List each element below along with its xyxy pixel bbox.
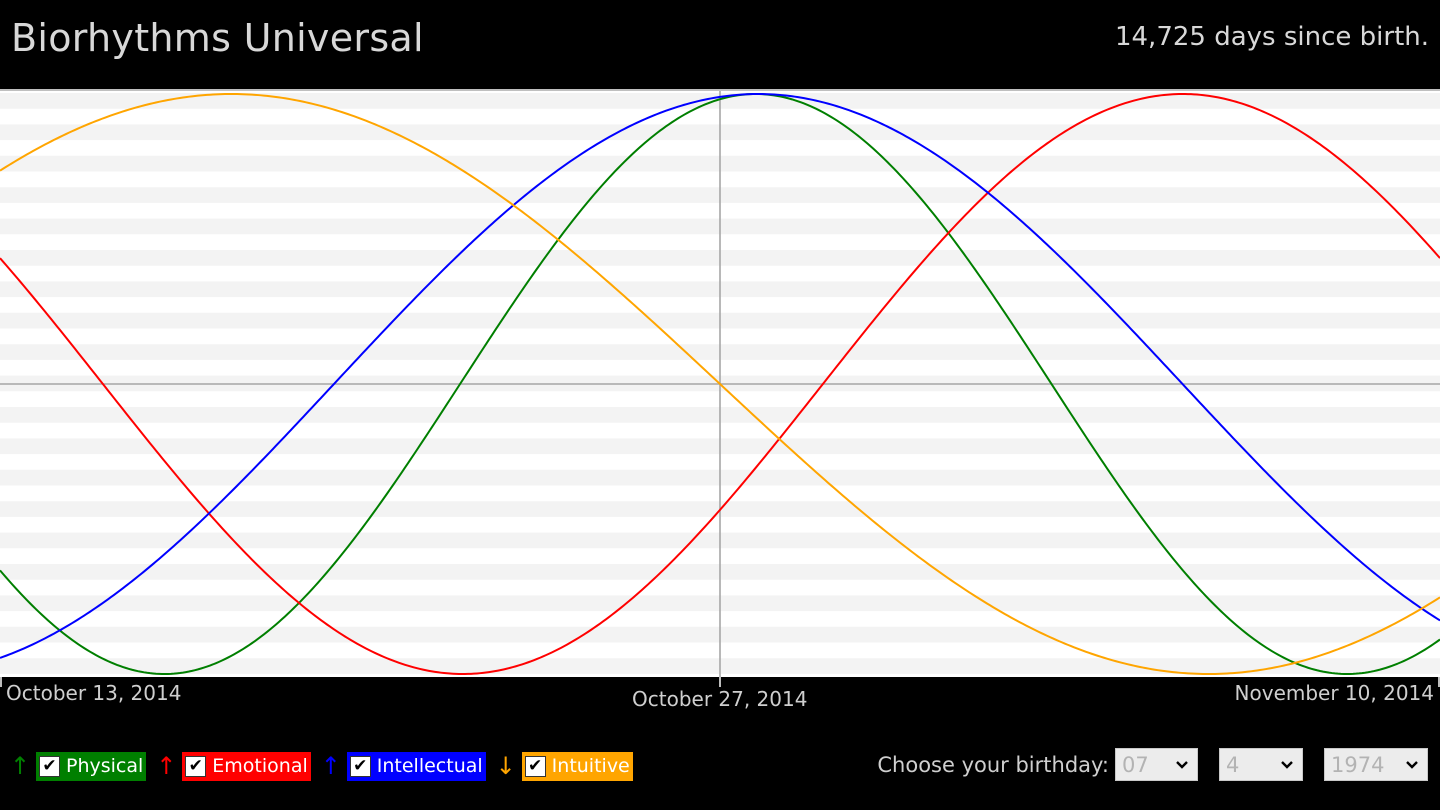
checkbox-intellectual[interactable]: ✔ — [349, 755, 371, 777]
app-title: Biorhythms Universal — [11, 16, 424, 60]
birthday-prompt: Choose your birthday: — [877, 752, 1109, 777]
chevron-down-icon — [1176, 760, 1188, 769]
up-arrow-icon: ↑ — [320, 752, 341, 780]
month-select-value: 07 — [1122, 752, 1149, 777]
legend-label-emotional: Emotional — [212, 755, 308, 777]
legend-label-intellectual: Intellectual — [376, 755, 483, 777]
up-arrow-icon: ↑ — [10, 752, 31, 780]
series-line-emotional — [0, 92, 1440, 676]
down-arrow-icon: ↓ — [495, 752, 516, 780]
legend-item-physical[interactable]: ↑ ✔ Physical — [10, 751, 147, 781]
start-date-label: October 13, 2014 — [6, 681, 182, 705]
chevron-down-icon — [1281, 760, 1293, 769]
up-arrow-icon: ↑ — [156, 752, 177, 780]
checkbox-intuitive[interactable]: ✔ — [524, 755, 546, 777]
year-select[interactable]: 1974 — [1324, 748, 1428, 781]
end-date-label: November 10, 2014 — [1234, 681, 1434, 705]
biorhythm-chart — [0, 89, 1440, 677]
legend-item-intellectual[interactable]: ↑ ✔ Intellectual — [320, 751, 486, 781]
right-date-tick — [1438, 677, 1440, 687]
legend-item-intuitive[interactable]: ↓ ✔ Intuitive — [495, 751, 633, 781]
legend-label-intuitive: Intuitive — [551, 755, 630, 777]
legend-label-physical: Physical — [66, 755, 144, 777]
emotional-toggle[interactable]: ✔ Emotional — [182, 751, 311, 781]
series-line-intellectual — [0, 92, 1440, 659]
checkbox-physical[interactable]: ✔ — [39, 755, 60, 777]
intellectual-toggle[interactable]: ✔ Intellectual — [346, 751, 486, 781]
day-select-value: 4 — [1226, 752, 1240, 777]
days-since-birth: 14,725 days since birth. — [1114, 22, 1429, 52]
current-date-label: October 27, 2014 — [632, 687, 808, 711]
chart-svg — [0, 91, 1440, 677]
physical-toggle[interactable]: ✔ Physical — [36, 751, 147, 781]
series-line-physical — [0, 92, 1440, 676]
birthday-picker: Choose your birthday: 07 4 1974 — [877, 748, 1428, 781]
left-date-tick — [0, 677, 2, 687]
legend-item-emotional[interactable]: ↑ ✔ Emotional — [156, 751, 311, 781]
intuitive-toggle[interactable]: ✔ Intuitive — [521, 751, 633, 781]
series-line-intuitive — [0, 92, 1440, 676]
checkbox-emotional[interactable]: ✔ — [185, 755, 207, 777]
current-date-tick — [719, 677, 721, 687]
month-select[interactable]: 07 — [1115, 748, 1198, 781]
legend: ↑ ✔ Physical ↑ ✔ Emotional ↑ ✔ Intellect… — [10, 750, 643, 782]
year-select-value: 1974 — [1331, 752, 1385, 777]
day-select[interactable]: 4 — [1219, 748, 1303, 781]
chevron-down-icon — [1406, 760, 1418, 769]
